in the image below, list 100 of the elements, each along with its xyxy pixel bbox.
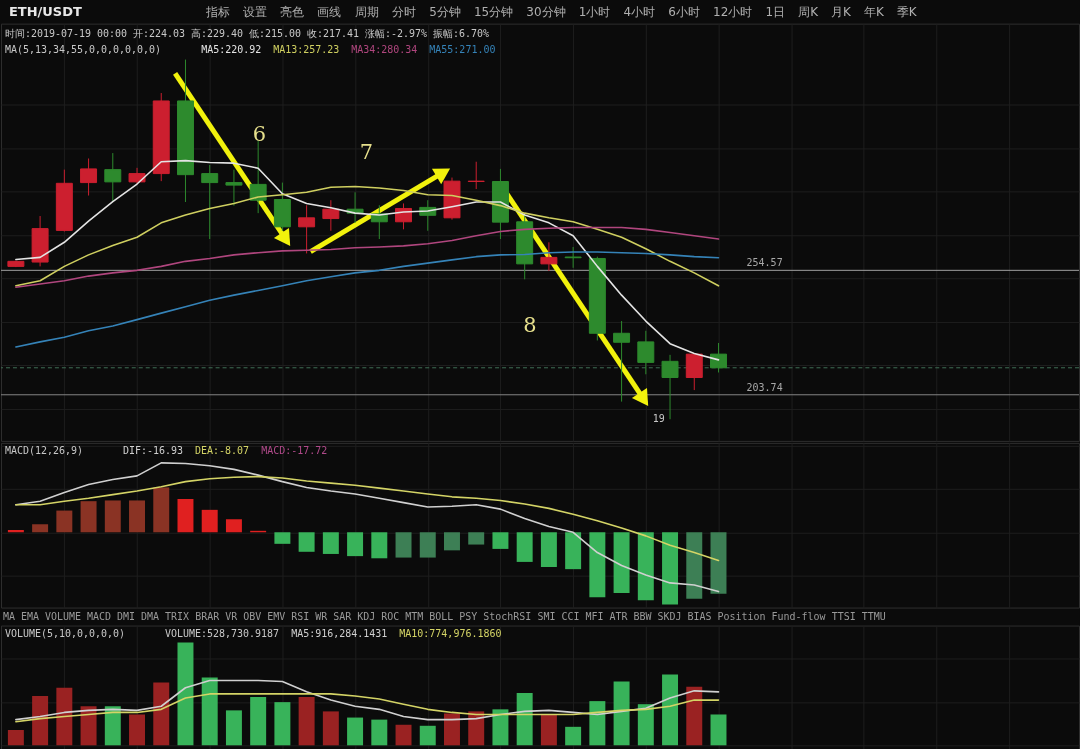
text: Fund-flow: [771, 610, 826, 622]
text: ROC: [381, 610, 400, 622]
bar: [419, 725, 436, 746]
candlestick: [637, 330, 655, 375]
text: MFI: [585, 610, 604, 622]
text: 6小时: [668, 4, 700, 19]
bar: [7, 530, 24, 533]
bar: [468, 711, 485, 746]
bar: [492, 709, 509, 746]
bar: [153, 682, 170, 746]
text: MA34:280.34: [351, 43, 418, 55]
text: MA5:220.92: [201, 43, 262, 55]
text: 1日: [765, 4, 786, 19]
text: MACD:-17.72: [261, 444, 328, 456]
text: 设置: [242, 4, 267, 19]
bar: [104, 706, 121, 746]
text: 分时: [391, 4, 416, 19]
candlestick: [540, 241, 558, 272]
bar: [637, 704, 654, 746]
text: Position: [717, 610, 766, 622]
text: 周期: [354, 4, 379, 19]
text: VR: [225, 610, 238, 622]
text: 12小时: [713, 4, 753, 19]
bar: [444, 532, 460, 551]
bar: [177, 499, 194, 533]
text: 254.57: [746, 257, 783, 269]
bar: [589, 532, 606, 598]
bar: [444, 713, 460, 746]
text: SAR: [333, 610, 352, 622]
bar: [322, 532, 339, 554]
text: DEA:-8.07: [195, 444, 250, 456]
text: 15分钟: [473, 4, 514, 19]
bar: [274, 702, 291, 746]
candlestick: [104, 152, 122, 203]
text: 年K: [863, 4, 885, 19]
text: OBV: [243, 610, 262, 622]
text: MTM: [405, 610, 424, 622]
legend-title: MACD(12,26,9): [4, 444, 84, 456]
text: VOLUME: [45, 610, 82, 622]
bar: [516, 692, 533, 746]
candlestick: [564, 246, 582, 269]
bar: [419, 532, 436, 558]
bar: [80, 706, 97, 746]
bar: [32, 524, 49, 533]
text: DMI: [117, 610, 136, 622]
bar: [225, 710, 242, 746]
text: ATR: [609, 610, 628, 622]
text: 亮色: [280, 4, 305, 19]
text: TRIX: [165, 610, 190, 622]
bar: [298, 532, 315, 552]
bar: [395, 532, 412, 558]
bar: [662, 532, 679, 605]
bar: [516, 532, 533, 562]
bar: [371, 532, 388, 559]
bar: [177, 642, 194, 746]
bar: [347, 717, 364, 746]
text: 月K: [831, 4, 853, 19]
text: VOLUME:528,730.9187: [165, 627, 280, 639]
text: MA10:774,976.1860: [399, 627, 502, 639]
text: 周K: [798, 4, 820, 19]
text: PSY: [459, 610, 478, 622]
bar: [298, 697, 315, 746]
text: EMV: [267, 610, 286, 622]
annotation: 7: [359, 140, 373, 165]
bar: [662, 674, 679, 746]
bar: [565, 726, 582, 746]
bar: [540, 532, 557, 567]
bar: [32, 695, 49, 746]
text: BRAR: [195, 610, 220, 622]
chart-subtitle: 时间:2019-07-19 00:00 开:224.03 高:229.40 低:215.00 收:217.41 涨幅:-2.97% 振幅:6.70%: [4, 27, 490, 39]
series-label: DIF:-16.93: [123, 444, 184, 456]
text: SMI: [537, 610, 556, 622]
bar: [104, 500, 121, 533]
text: 203.74: [746, 381, 783, 393]
bar: [613, 681, 630, 746]
candlestick: [322, 199, 340, 232]
text: BIAS: [687, 610, 712, 622]
bar: [710, 532, 727, 594]
text: 画线: [317, 4, 342, 19]
bar: [395, 724, 412, 746]
bar: [201, 677, 218, 746]
candlestick: [249, 140, 267, 214]
text: MA5:916,284.1431: [291, 627, 388, 639]
bar: [468, 532, 485, 545]
bar: [7, 729, 24, 746]
bar: [225, 519, 242, 533]
bar: [686, 532, 703, 599]
text: KDJ: [357, 610, 376, 622]
bar: [201, 509, 218, 533]
candlestick: [80, 157, 98, 197]
text: RSI: [291, 610, 310, 622]
text: 季K: [896, 4, 918, 19]
annotation: 19: [652, 412, 665, 424]
bar: [322, 711, 339, 746]
candlestick: [685, 352, 703, 391]
text: 5分钟: [429, 4, 461, 19]
bar: [153, 487, 170, 533]
text: MA13:257.23: [273, 43, 340, 55]
text: 1小时: [578, 4, 611, 19]
text: BOLL: [429, 610, 454, 622]
